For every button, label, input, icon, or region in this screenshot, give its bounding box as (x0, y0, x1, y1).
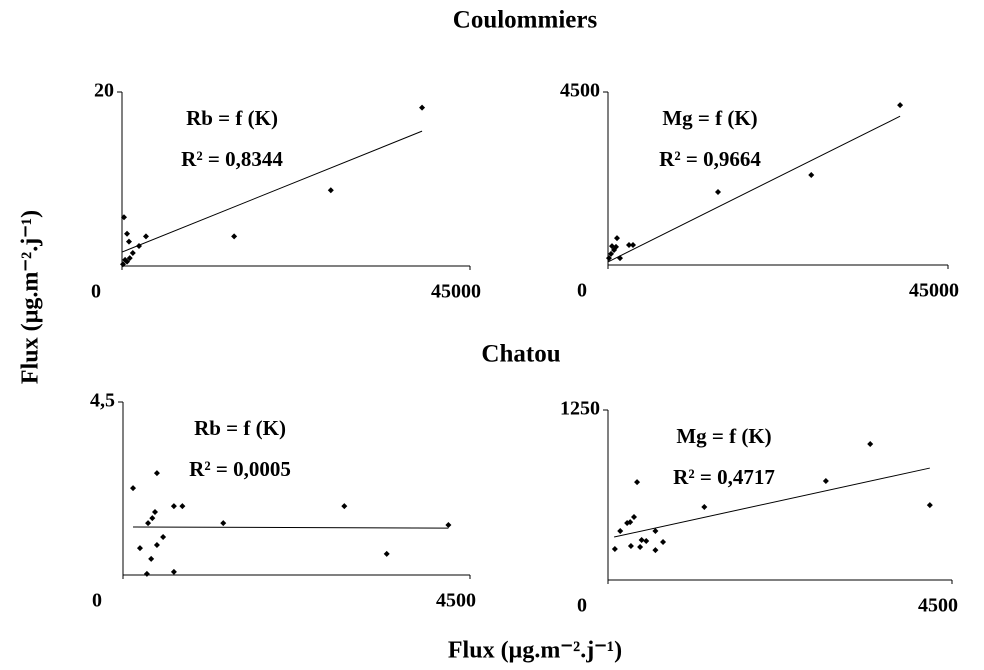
point (608, 250, 615, 257)
x-tick-label: 4500 (918, 595, 958, 617)
point (341, 503, 348, 510)
point (926, 502, 933, 509)
trend-line (121, 130, 423, 253)
annotation: Rb = f (K) (194, 416, 286, 440)
point (897, 102, 904, 109)
point (220, 520, 227, 527)
point (701, 503, 708, 510)
point (643, 537, 650, 544)
point (170, 503, 177, 510)
point (145, 520, 152, 527)
annotation: Rb = f (K) (186, 106, 278, 130)
point (153, 470, 160, 477)
annotation: R² = 0,9664 (659, 147, 761, 171)
point (327, 187, 334, 194)
point (630, 242, 637, 249)
point (383, 550, 390, 557)
point (638, 537, 645, 544)
x-tick-label: 0 (91, 281, 101, 303)
point (129, 249, 136, 256)
point (170, 568, 177, 575)
point (160, 533, 167, 540)
point (120, 261, 127, 268)
point (715, 188, 722, 195)
point (605, 255, 612, 262)
point (149, 515, 156, 522)
point (634, 479, 641, 486)
y-tick-label: 20 (94, 80, 114, 102)
section-title: Chatou (481, 341, 560, 368)
x-tick-label: 45000 (431, 281, 481, 303)
annotation: R² = 0,4717 (673, 465, 775, 489)
point (617, 528, 624, 535)
trend-line (614, 467, 930, 538)
point (822, 477, 829, 484)
y-tick-label: 1250 (560, 398, 600, 420)
point (142, 233, 149, 240)
x-axis-label: Flux (µg.m⁻².j⁻¹) (448, 638, 622, 664)
point (613, 235, 620, 242)
point (808, 172, 815, 179)
point (126, 255, 133, 262)
point (130, 485, 137, 492)
point (660, 539, 667, 546)
point (867, 441, 874, 447)
y-tick-label: 4,5 (90, 390, 115, 412)
y-axis-label: Flux (µg.m⁻².j⁻¹) (18, 210, 44, 384)
y-tick-label: 4500 (560, 80, 600, 102)
point (630, 514, 637, 521)
trend-line (133, 526, 449, 529)
point (148, 555, 155, 562)
point (136, 242, 143, 249)
point (652, 528, 659, 535)
x-tick-label: 0 (92, 590, 102, 612)
point (626, 242, 633, 249)
point (627, 543, 634, 549)
annotation: R² = 0,8344 (181, 147, 283, 171)
point (124, 258, 131, 265)
point (617, 255, 624, 262)
point (124, 230, 131, 237)
point (637, 543, 644, 550)
point (231, 233, 238, 240)
point (652, 547, 659, 554)
point (121, 214, 128, 221)
x-tick-label: 0 (577, 595, 587, 617)
annotation: Mg = f (K) (676, 424, 771, 448)
x-tick-label: 45000 (909, 280, 959, 302)
x-tick-label: 4500 (436, 590, 476, 612)
trend-line (607, 115, 901, 263)
point (179, 503, 186, 510)
point (122, 256, 129, 263)
point (613, 243, 620, 250)
point (611, 545, 618, 552)
annotation: Mg = f (K) (662, 106, 757, 130)
point (445, 522, 452, 529)
section-title: Coulommiers (453, 7, 598, 34)
point (136, 545, 143, 552)
point (143, 570, 150, 577)
point (419, 104, 426, 111)
x-tick-label: 0 (577, 280, 587, 302)
annotation: R² = 0,0005 (189, 457, 291, 481)
point (153, 542, 160, 549)
point (152, 508, 159, 515)
point (624, 520, 631, 527)
point (125, 238, 132, 245)
